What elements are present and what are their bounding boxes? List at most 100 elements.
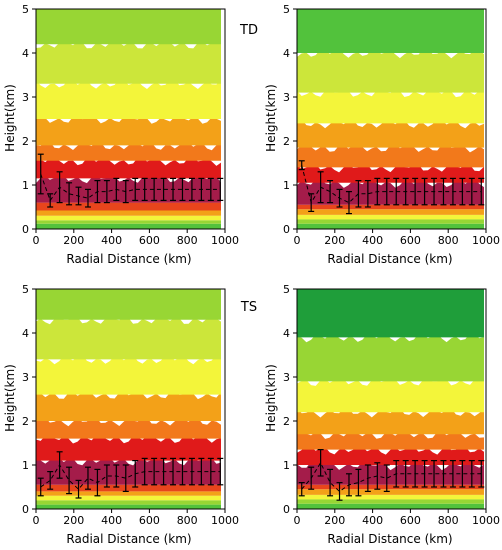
contour-band <box>297 204 484 210</box>
contour-band <box>36 210 221 216</box>
contour-fill <box>36 9 225 229</box>
y-tick-label: 1 <box>22 459 29 472</box>
y-axis-label: Height(km) <box>264 84 278 152</box>
y-tick-label: 4 <box>283 327 290 340</box>
y-tick-label: 3 <box>283 91 290 104</box>
x-axis-label: Radial Distance (km) <box>327 532 452 546</box>
contour-band <box>36 484 221 492</box>
contour-fill <box>297 9 486 229</box>
y-tick-label: 0 <box>283 223 290 236</box>
contour-band <box>297 223 484 229</box>
contour-band <box>36 495 221 501</box>
x-tick-label: 0 <box>33 234 40 247</box>
y-tick-label: 3 <box>22 371 29 384</box>
panel-top-right: 0 200 400 600 800 1000 0 1 2 3 4 5 Radial Distance … <box>264 3 500 266</box>
contour-band <box>297 118 484 148</box>
x-tick-label: 0 <box>294 234 301 247</box>
y-tick-label: 2 <box>22 135 29 148</box>
x-tick-label: 400 <box>101 234 122 247</box>
x-tick-label: 1000 <box>472 234 500 247</box>
x-axis-label: Radial Distance (km) <box>66 532 191 546</box>
contour-band <box>36 220 221 224</box>
panel-top-left: 0 200 400 600 800 1000 0 1 2 3 4 5 TD Radial Distan… <box>3 3 258 266</box>
y-tick-label: 0 <box>283 503 290 516</box>
x-tick-label: 0 <box>294 514 301 527</box>
x-tick-label: 800 <box>438 234 459 247</box>
mean-line <box>40 173 221 202</box>
contour-band <box>297 484 484 490</box>
x-tick-label: 400 <box>362 514 383 527</box>
contour-plot-area: 0 200 400 600 800 1000 0 1 2 3 4 5 <box>22 283 239 527</box>
x-tick-label: 200 <box>63 234 84 247</box>
errorbar-series <box>298 449 485 501</box>
x-axis-label: Radial Distance (km) <box>327 252 452 266</box>
x-tick-label: 600 <box>139 514 160 527</box>
contour-plot-area: 0 200 400 600 800 1000 0 1 2 3 4 5 <box>283 283 500 527</box>
y-tick-label: 2 <box>22 415 29 428</box>
contour-band <box>297 209 484 215</box>
panel-label: TD <box>239 23 258 38</box>
contour-band <box>297 444 484 465</box>
y-tick-label: 1 <box>22 179 29 192</box>
y-tick-label: 5 <box>283 283 290 296</box>
contour-band <box>297 376 484 413</box>
x-tick-label: 400 <box>362 234 383 247</box>
contour-band <box>36 155 221 179</box>
errorbar-series <box>37 153 224 208</box>
contour-band <box>36 9 221 45</box>
contour-band <box>36 215 221 221</box>
y-tick-label: 2 <box>283 415 290 428</box>
x-tick-label: 200 <box>63 514 84 527</box>
contour-band <box>36 173 221 203</box>
errorbar-series <box>37 451 224 499</box>
contour-band <box>297 332 484 382</box>
contour-band <box>297 289 484 338</box>
y-axis-label: Height(km) <box>3 84 17 152</box>
contour-band <box>36 500 221 505</box>
contour-band <box>36 289 221 320</box>
contour-band <box>297 503 484 509</box>
contour-band <box>36 433 221 461</box>
axes-frame <box>35 288 226 510</box>
axes-frame <box>35 8 226 230</box>
contour-band <box>36 114 221 146</box>
axes-frame <box>296 288 487 510</box>
x-tick-label: 400 <box>101 514 122 527</box>
mean-line <box>301 165 482 204</box>
x-tick-label: 1000 <box>211 514 239 527</box>
y-tick-label: 0 <box>22 503 29 516</box>
panel-bottom-left: 0 200 400 600 800 1000 0 1 2 3 4 5 TS Radial Distan… <box>3 283 257 546</box>
x-tick-label: 1000 <box>472 514 500 527</box>
contour-fill <box>297 289 486 509</box>
y-tick-label: 1 <box>283 459 290 472</box>
contour-band <box>36 79 221 119</box>
contour-band <box>36 491 221 496</box>
contour-band <box>297 214 484 220</box>
contour-band <box>297 494 484 500</box>
x-tick-label: 200 <box>324 234 345 247</box>
axes-frame <box>296 8 487 230</box>
y-tick-label: 4 <box>22 327 29 340</box>
contour-fill <box>36 289 225 509</box>
y-tick-label: 5 <box>283 3 290 16</box>
y-tick-label: 3 <box>22 91 29 104</box>
contour-band <box>36 354 221 395</box>
contour-band <box>297 460 484 485</box>
contour-band <box>36 455 221 485</box>
x-tick-label: 0 <box>33 514 40 527</box>
y-tick-label: 1 <box>283 179 290 192</box>
y-tick-label: 3 <box>283 371 290 384</box>
contour-band <box>36 314 221 360</box>
contour-band <box>297 162 484 183</box>
contour-band <box>36 140 221 161</box>
x-axis-label: Radial Distance (km) <box>66 252 191 266</box>
y-tick-label: 5 <box>22 3 29 16</box>
y-tick-label: 0 <box>22 223 29 236</box>
x-tick-label: 600 <box>400 234 421 247</box>
contour-band <box>36 389 221 421</box>
y-tick-label: 2 <box>283 135 290 148</box>
x-tick-label: 800 <box>177 234 198 247</box>
contour-band <box>36 416 221 439</box>
x-tick-label: 600 <box>400 514 421 527</box>
